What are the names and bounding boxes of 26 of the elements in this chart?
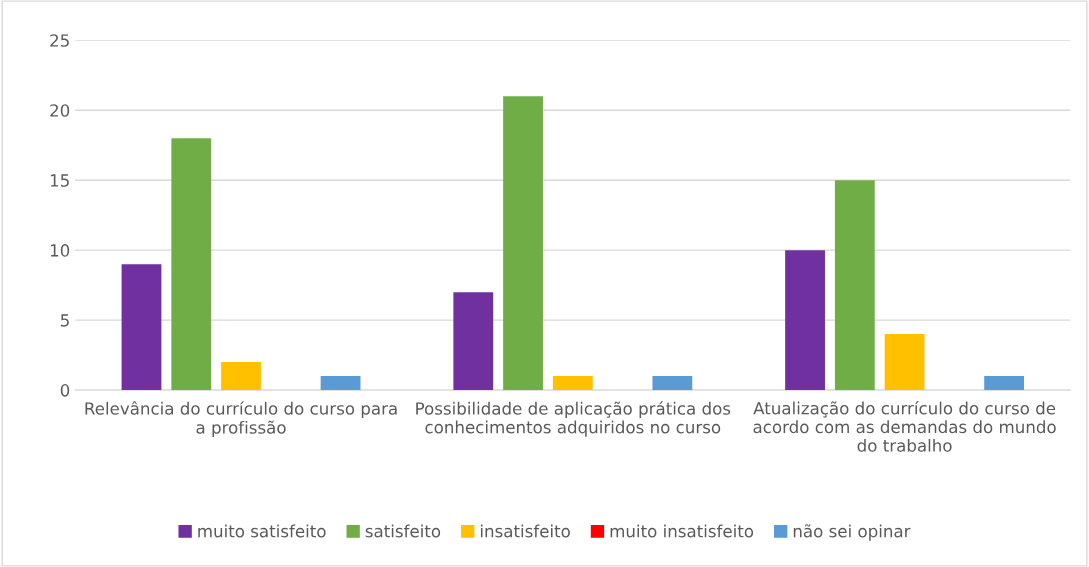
legend-label: muito satisfeito (198, 524, 326, 538)
bar (121, 264, 162, 391)
bar (984, 376, 1025, 391)
legend-label: insatisfeito (480, 524, 570, 538)
y-tick-label: 20 (50, 104, 70, 117)
x-tick-label: Possibilidade de aplicação prática dos conhecimentos adquiridos no curso (416, 401, 731, 437)
y-tick-label: 5 (60, 314, 69, 327)
bar (785, 250, 825, 391)
legend-label: satisfeito (365, 524, 441, 538)
y-tick-label: 10 (50, 244, 70, 257)
bar (221, 362, 261, 391)
bar (552, 376, 593, 391)
legend-label: muito insatisfeito (610, 524, 754, 538)
y-tick-label: 25 (50, 34, 69, 47)
y-tick-label: 0 (60, 384, 70, 397)
legend-label: não sei opinar (793, 524, 911, 541)
bar (320, 376, 361, 391)
y-tick-label: 15 (50, 174, 69, 187)
bar (171, 138, 212, 391)
bar (453, 292, 494, 391)
bar (652, 376, 693, 391)
x-tick-label: Relevância do currículo do curso para a profissão (85, 401, 397, 438)
bar (884, 334, 925, 391)
bar (834, 180, 875, 391)
x-tick-label: Atualização do currículo do curso de acordo com as demandas do mundo do trabalho (753, 400, 1056, 452)
bar (503, 96, 543, 391)
